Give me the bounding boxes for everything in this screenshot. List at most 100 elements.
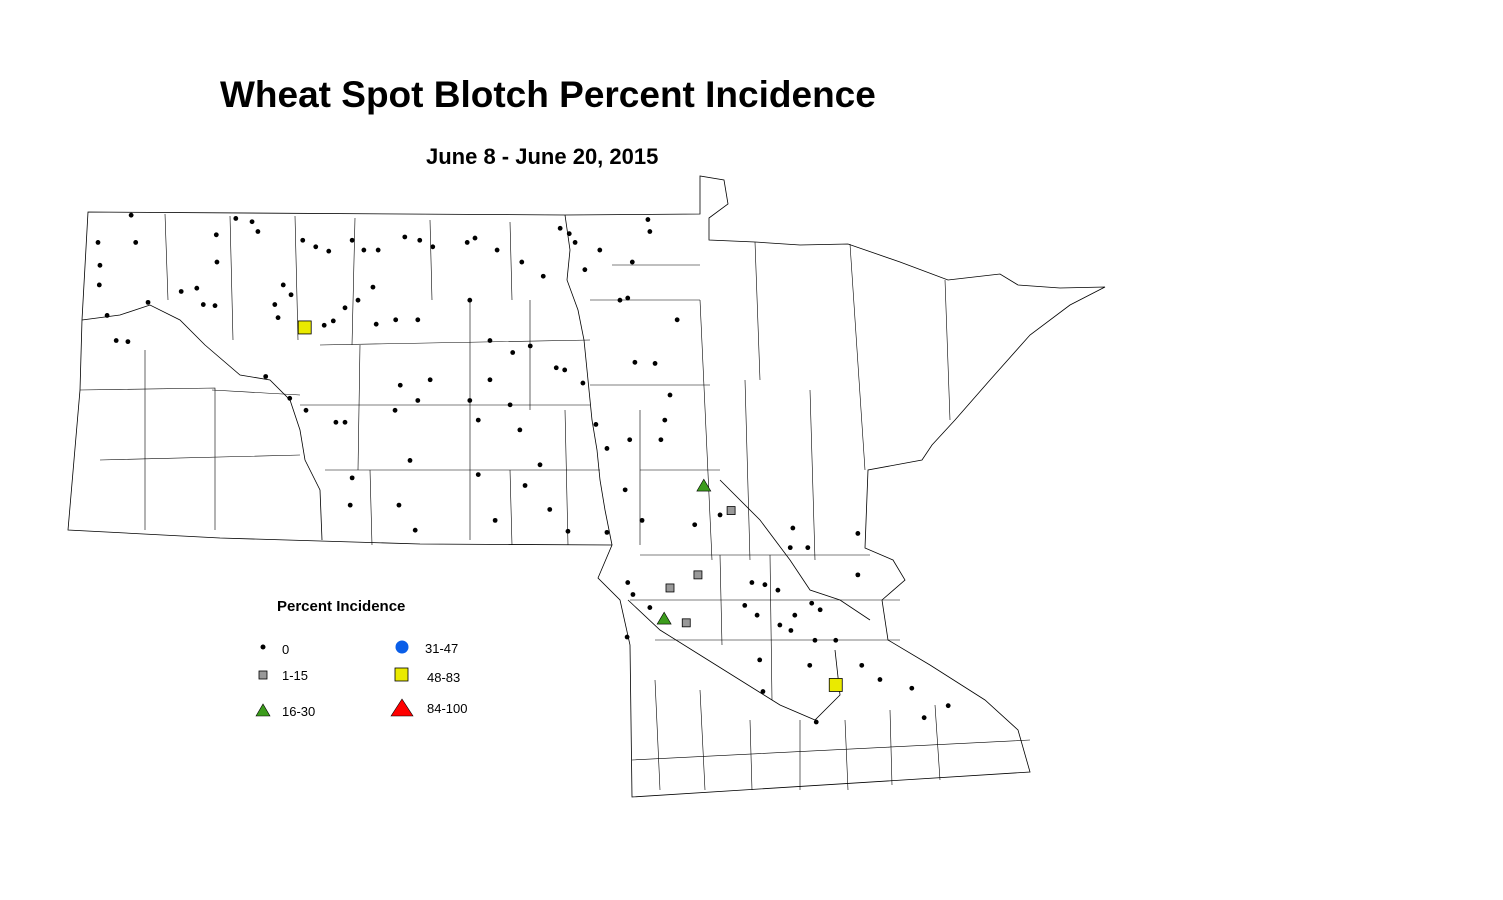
- survey-point-0: [213, 232, 219, 238]
- survey-point-0: [593, 422, 599, 427]
- state-outline: [67, 175, 1106, 798]
- survey-point-0: [104, 313, 110, 318]
- survey-point-0: [566, 231, 572, 237]
- survey-point-0: [288, 292, 294, 298]
- survey-point-0: [494, 247, 500, 253]
- survey-point-0: [909, 685, 915, 691]
- survey-point-0: [392, 407, 398, 413]
- survey-point-0: [557, 225, 563, 231]
- survey-point-0: [604, 446, 610, 451]
- survey-point-0: [95, 240, 101, 245]
- survey-point-0: [303, 407, 309, 413]
- survey-point-0: [629, 259, 635, 265]
- survey-point-0: [492, 517, 498, 523]
- survey-point-0: [790, 525, 796, 531]
- survey-point-0: [757, 657, 763, 663]
- survey-point-0: [639, 517, 645, 523]
- survey-point-0: [645, 217, 651, 222]
- survey-point-0: [540, 273, 546, 279]
- survey-point-0: [287, 395, 293, 401]
- survey-point-0: [361, 247, 367, 253]
- survey-point-0: [113, 338, 119, 343]
- survey-point-0: [396, 502, 402, 508]
- survey-point-0: [233, 216, 239, 221]
- survey-point-0: [625, 295, 631, 301]
- survey-point-1-15: [665, 583, 675, 593]
- survey-point-0: [632, 359, 638, 365]
- legend-label-0: 0: [282, 642, 290, 657]
- survey-point-0: [658, 437, 664, 443]
- survey-point-0: [762, 582, 768, 588]
- survey-point-0: [417, 237, 423, 243]
- survey-point-0: [255, 229, 261, 234]
- legend-circle-31-47: [395, 640, 409, 654]
- survey-point-0: [415, 398, 421, 403]
- survey-point-0: [300, 237, 306, 243]
- legend-square-48-83: [394, 667, 409, 682]
- survey-point-0: [355, 297, 361, 303]
- survey-point-0: [662, 417, 668, 423]
- survey-point-0: [415, 317, 421, 323]
- missouri-river: [81, 304, 323, 541]
- survey-point-0: [717, 512, 723, 518]
- survey-point-0: [412, 527, 418, 533]
- legend-dot-0: [260, 644, 266, 650]
- survey-point-0: [249, 219, 255, 225]
- survey-point-0: [214, 259, 220, 265]
- nd-mn-border: [564, 214, 613, 546]
- survey-point-0: [527, 343, 533, 349]
- legend-label-31-47: 31-47: [425, 641, 459, 656]
- legend-triangle-84-100: [390, 698, 414, 717]
- survey-point-0: [125, 339, 131, 345]
- legend-square-1-15: [258, 670, 268, 680]
- survey-point-0: [333, 419, 339, 425]
- survey-point-0: [133, 240, 139, 245]
- survey-point-0: [507, 402, 513, 408]
- survey-point-0: [194, 285, 200, 291]
- survey-point-1-15: [693, 570, 703, 580]
- map-title: Wheat Spot Blotch Percent Incidence: [220, 74, 876, 115]
- survey-point-0: [342, 305, 348, 311]
- legend-label-16-30: 16-30: [282, 704, 316, 719]
- survey-point-0: [692, 522, 698, 528]
- survey-point-0: [667, 392, 673, 398]
- survey-point-0: [96, 282, 102, 288]
- survey-point-0: [517, 427, 523, 433]
- survey-point-0: [347, 502, 353, 508]
- survey-point-16-30: [656, 611, 672, 625]
- survey-point-0: [349, 237, 355, 243]
- survey-point-0: [775, 587, 781, 593]
- minnesota-river: [627, 599, 841, 721]
- survey-point-0: [467, 297, 473, 303]
- survey-point-0: [200, 302, 206, 307]
- survey-point-0: [280, 282, 286, 288]
- survey-point-0: [467, 398, 473, 403]
- survey-point-0: [572, 240, 578, 245]
- survey-point-0: [487, 338, 493, 343]
- survey-point-0: [263, 374, 269, 379]
- survey-point-0: [630, 592, 636, 597]
- survey-point-1-15: [726, 506, 736, 515]
- legend-label-48-83: 48-83: [427, 670, 461, 685]
- survey-point-0: [787, 545, 793, 551]
- survey-point-0: [921, 715, 927, 721]
- survey-point-0: [472, 235, 478, 241]
- survey-point-0: [397, 382, 403, 388]
- survey-point-0: [788, 628, 794, 633]
- survey-point-0: [349, 475, 355, 481]
- survey-point-0: [617, 297, 623, 303]
- survey-point-0: [370, 284, 376, 290]
- survey-point-0: [510, 350, 516, 355]
- survey-point-0: [475, 472, 481, 477]
- survey-point-0: [402, 234, 408, 240]
- survey-point-0: [562, 367, 568, 373]
- survey-point-0: [792, 612, 798, 618]
- survey-point-0: [178, 289, 184, 294]
- survey-point-0: [813, 719, 819, 725]
- survey-point-0: [777, 622, 783, 628]
- survey-point-0: [627, 437, 633, 443]
- survey-point-0: [475, 417, 481, 423]
- survey-point-0: [817, 607, 823, 613]
- survey-point-0: [809, 600, 815, 606]
